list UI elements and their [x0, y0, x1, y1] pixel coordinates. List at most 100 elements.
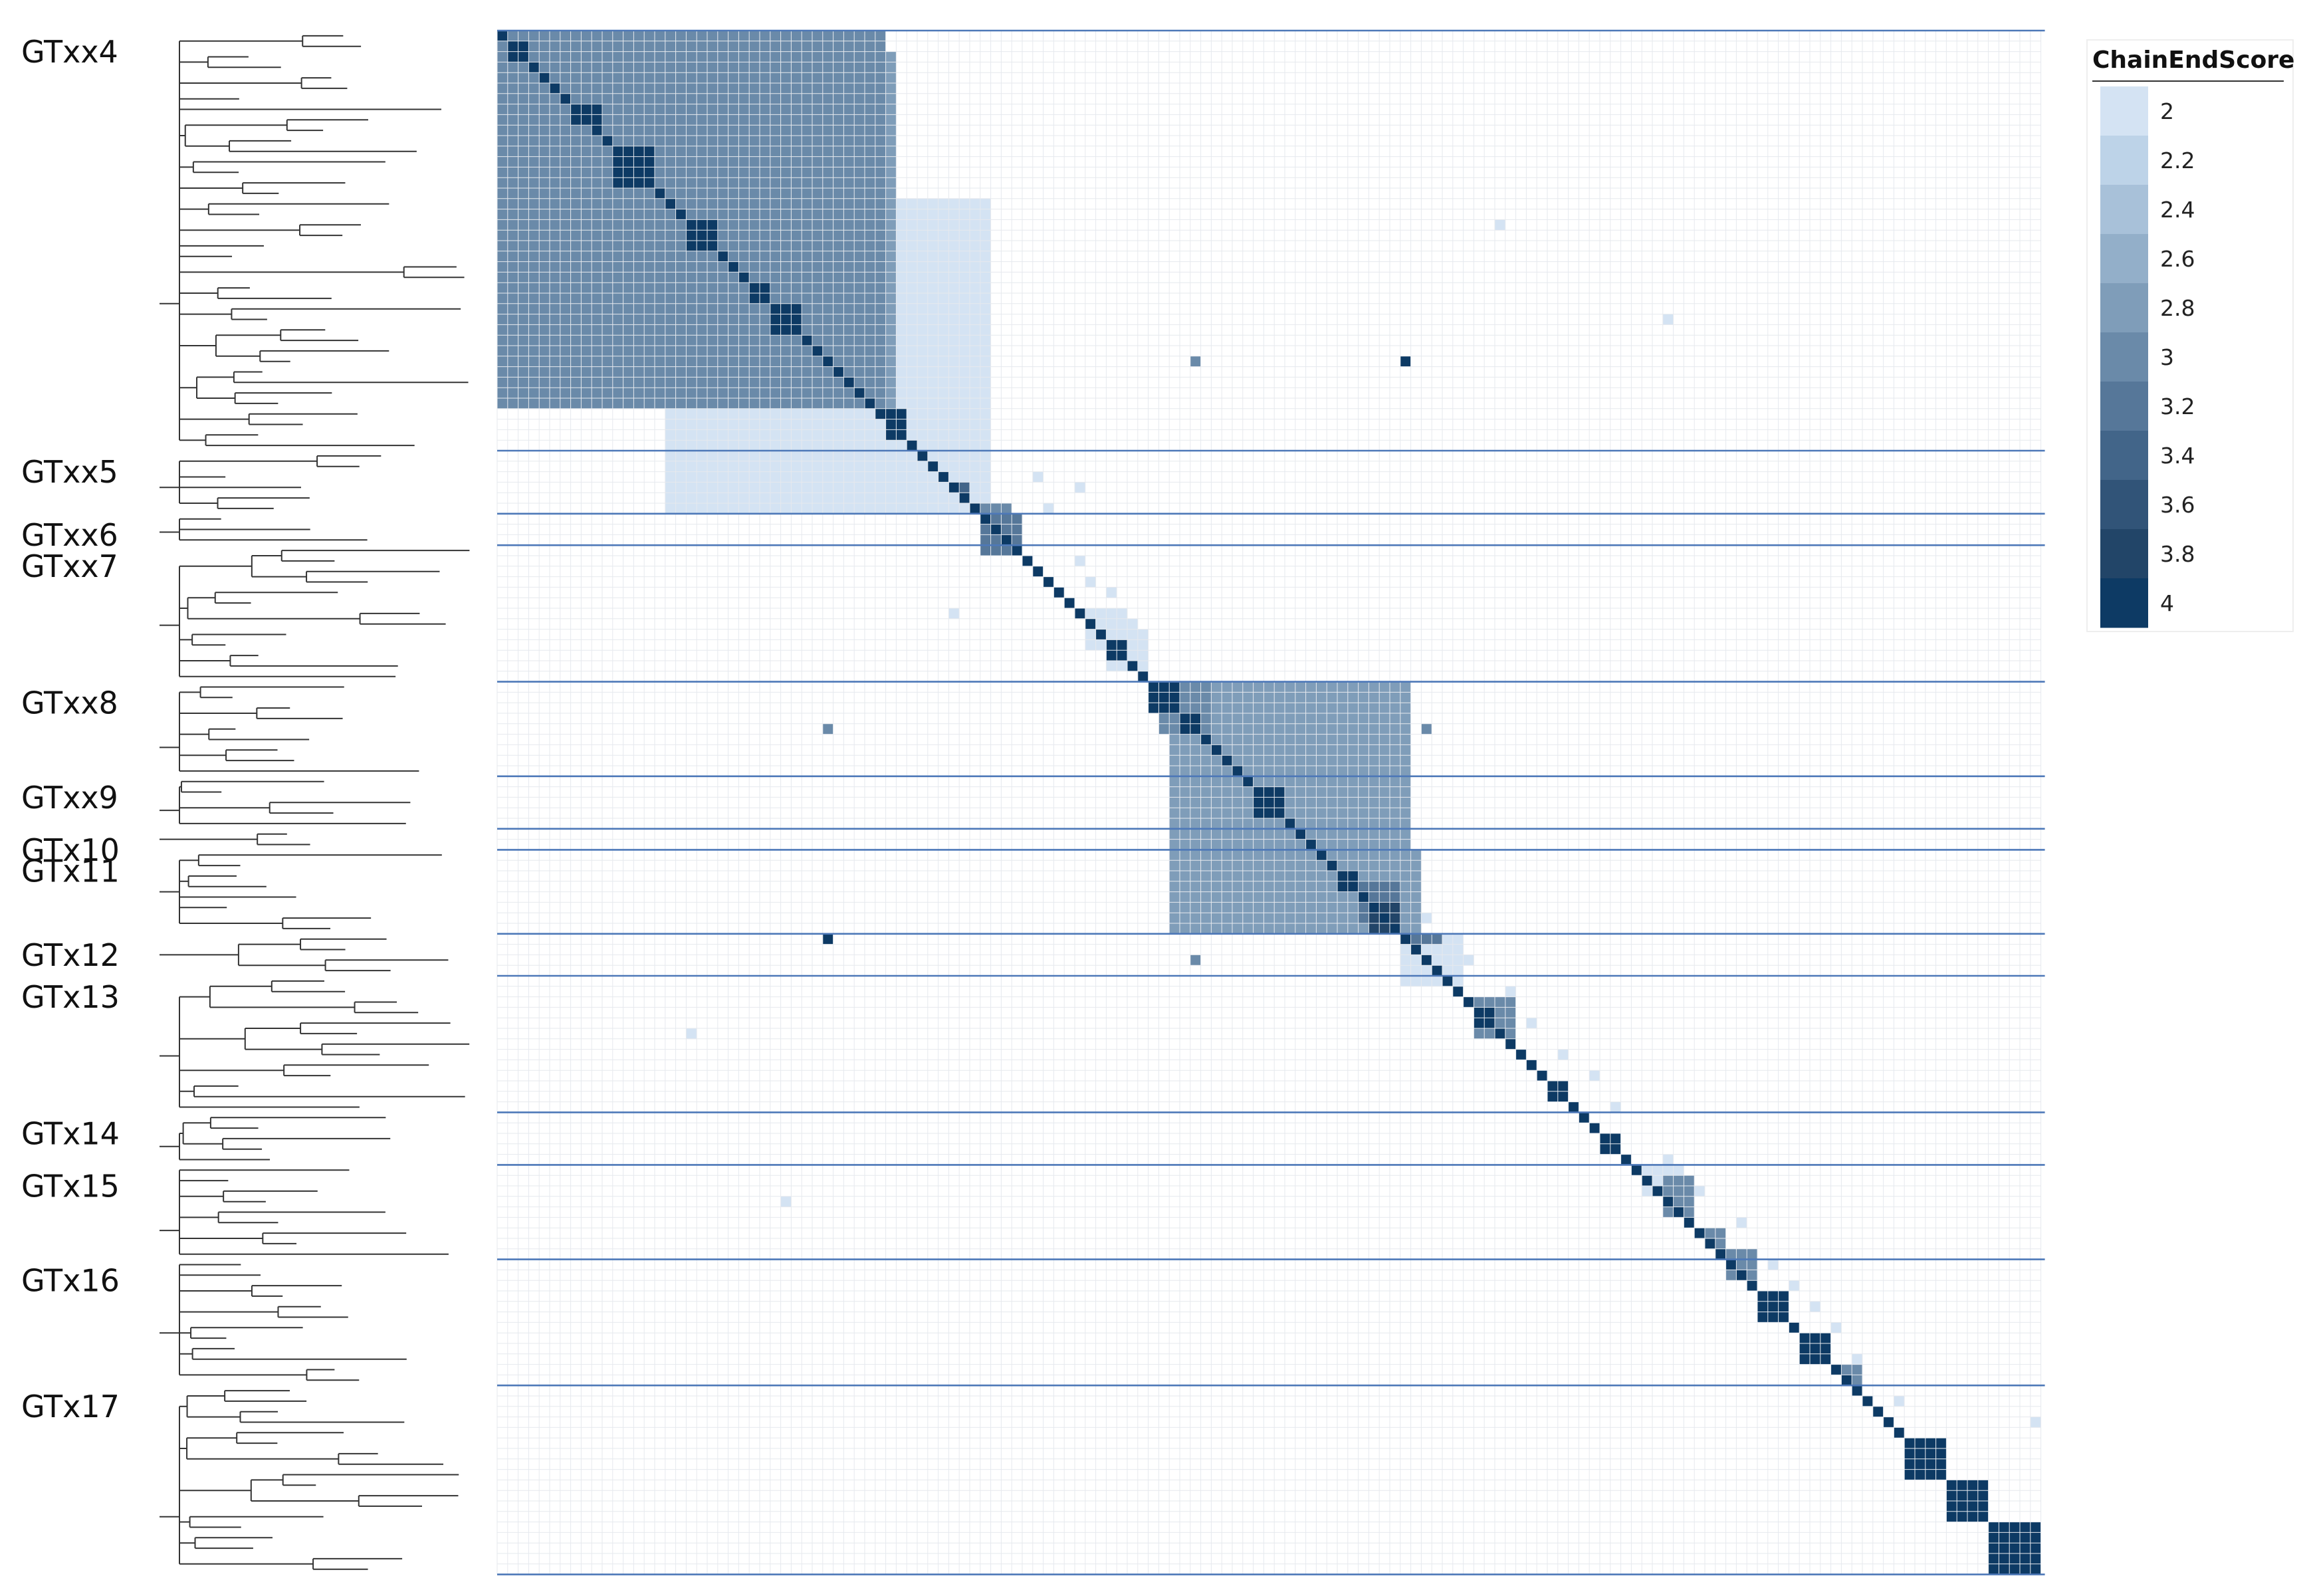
heatmap-cell-68-75 — [1285, 744, 1296, 756]
heatmap-cell-38-18 — [686, 429, 697, 441]
heatmap-cell-55-57 — [1095, 608, 1107, 620]
heatmap-cell-27-31 — [822, 314, 833, 325]
heatmap-cell-14-26 — [770, 177, 781, 189]
heatmap-cell-20-35 — [865, 241, 876, 252]
heatmap-cell-29-32 — [833, 335, 844, 346]
heatmap-cell-90-91 — [1452, 976, 1464, 987]
heatmap-cell-17-14 — [644, 209, 655, 220]
heatmap-cell-21-42 — [938, 251, 949, 262]
heatmap-cell-30-40 — [917, 346, 929, 357]
heatmap-cell-12-1 — [507, 156, 518, 168]
heatmap-cell-27-25 — [760, 314, 771, 325]
heatmap-cell-69-68 — [1211, 755, 1222, 766]
heatmap-cell-4-36 — [875, 72, 886, 84]
heatmap-cell-8-25 — [760, 114, 771, 126]
heatmap-cell-33-42 — [938, 377, 949, 388]
heatmap-cell-64-68 — [1211, 703, 1222, 714]
heatmap-cell-122-120 — [1757, 1311, 1769, 1323]
heatmap-cell-14-32 — [833, 177, 844, 189]
heatmap-cell-82-87 — [1410, 891, 1422, 903]
heatmap-cell-60-60 — [1127, 661, 1139, 672]
heatmap-cell-31-46 — [980, 356, 991, 367]
heatmap-cell-32-39 — [907, 366, 918, 378]
heatmap-cell-37-41 — [927, 419, 938, 430]
heatmap-cell-29-45 — [970, 335, 981, 346]
heatmap-cell-40-27 — [780, 451, 792, 462]
heatmap-cell-37-19 — [697, 419, 708, 430]
heatmap-cell-40-17 — [675, 451, 687, 462]
heatmap-cell-79-77 — [1305, 860, 1317, 871]
heatmap-cell-64-66 — [1190, 703, 1201, 714]
heatmap-cell-133-133 — [1894, 1427, 1905, 1438]
heatmap-cell-21-36 — [875, 251, 886, 262]
heatmap-cell-43-24 — [749, 482, 760, 493]
heatmap-cell-143-146 — [2030, 1532, 2041, 1543]
heatmap-cell-23-4 — [539, 272, 550, 283]
heatmap-cell-28-4 — [539, 324, 550, 336]
heatmap-cell-17-18 — [686, 209, 697, 220]
heatmap-cell-35-38 — [896, 398, 907, 409]
heatmap-cell-31-32 — [833, 356, 844, 367]
heatmap-cell-9-20 — [707, 125, 718, 136]
heatmap-cell-64-77 — [1305, 703, 1317, 714]
heatmap-cell-84-73 — [1264, 913, 1275, 924]
heatmap-cell-37-36 — [875, 419, 886, 430]
heatmap-cell-36-40 — [917, 408, 929, 419]
heatmap-cell-5-0 — [497, 83, 508, 94]
heatmap-cell-82-72 — [1253, 891, 1264, 903]
heatmap-cell-33-21 — [717, 377, 728, 388]
heatmap-cell-34-34 — [854, 388, 865, 399]
heatmap-cell-14-28 — [791, 177, 802, 189]
heatmap-cell-21-32 — [833, 251, 844, 262]
heatmap-cell-67-65 — [1180, 734, 1191, 745]
heatmap-cell-35-30 — [812, 398, 824, 409]
heatmap-cell-21-29 — [802, 251, 813, 262]
heatmap-cell-41-32 — [833, 461, 844, 472]
heatmap-cell-15-16 — [665, 188, 676, 199]
heatmap-cell-35-9 — [592, 398, 603, 409]
heatmap-cell-85-84 — [1379, 923, 1390, 935]
heatmap-cell-2-12 — [623, 51, 634, 62]
heatmap-cell-1-33 — [843, 41, 855, 52]
heatmap-cell-138-140 — [1967, 1480, 1979, 1491]
heatmap-cell-62-76 — [1295, 681, 1306, 693]
heatmap-cell-35-34 — [854, 398, 865, 409]
heatmap-cell-83-76 — [1295, 902, 1306, 913]
heatmap-cell-35-33 — [843, 398, 855, 409]
heatmap-cell-45-52 — [1043, 503, 1054, 514]
heatmap-cell-76-77 — [1305, 828, 1317, 840]
heatmap-cell-5-21 — [717, 83, 728, 94]
heatmap-cell-11-28 — [791, 146, 802, 157]
heatmap-cell-36-26 — [770, 408, 781, 419]
group-label-gtxx8: GTxx8 — [21, 685, 118, 721]
heatmap-cell-123-123 — [1789, 1322, 1800, 1333]
heatmap-cell-13-19 — [697, 167, 708, 178]
heatmap-cell-43-46 — [980, 482, 991, 493]
heatmap-cell-36-16 — [665, 408, 676, 419]
heatmap-cell-43-26 — [770, 482, 781, 493]
heatmap-cell-2-6 — [560, 51, 571, 62]
heatmap-cell-10-32 — [833, 136, 844, 147]
heatmap-cell-45-18 — [686, 503, 697, 514]
heatmap-cell-15-9 — [592, 188, 603, 199]
heatmap-cell-20-4 — [539, 241, 550, 252]
heatmap-cell-32-10 — [602, 366, 613, 378]
heatmap-cell-27-46 — [980, 314, 991, 325]
heatmap-cell-42-46 — [980, 471, 991, 483]
heatmap-cell-9-6 — [560, 125, 571, 136]
heatmap-cell-18-21 — [717, 219, 728, 231]
heatmap-cell-89-90 — [1442, 965, 1454, 976]
heatmap-cell-19-18 — [686, 230, 697, 241]
heatmap-cell-69-72 — [1253, 755, 1264, 766]
heatmap-cell-84-75 — [1285, 913, 1296, 924]
heatmap-cell-73-64 — [1169, 797, 1180, 808]
heatmap-cell-119-119 — [1747, 1280, 1758, 1292]
heatmap-cell-73-67 — [1200, 797, 1212, 808]
heatmap-cell-120-121 — [1767, 1291, 1779, 1302]
heatmap-cell-19-35 — [865, 230, 876, 241]
heatmap-cell-18-42 — [938, 219, 949, 231]
heatmap-cell-1-36 — [875, 41, 886, 52]
heatmap-cell-113-113 — [1684, 1217, 1695, 1228]
heatmap-cell-78-78 — [1316, 850, 1327, 861]
heatmap-cell-0-2 — [518, 31, 529, 42]
